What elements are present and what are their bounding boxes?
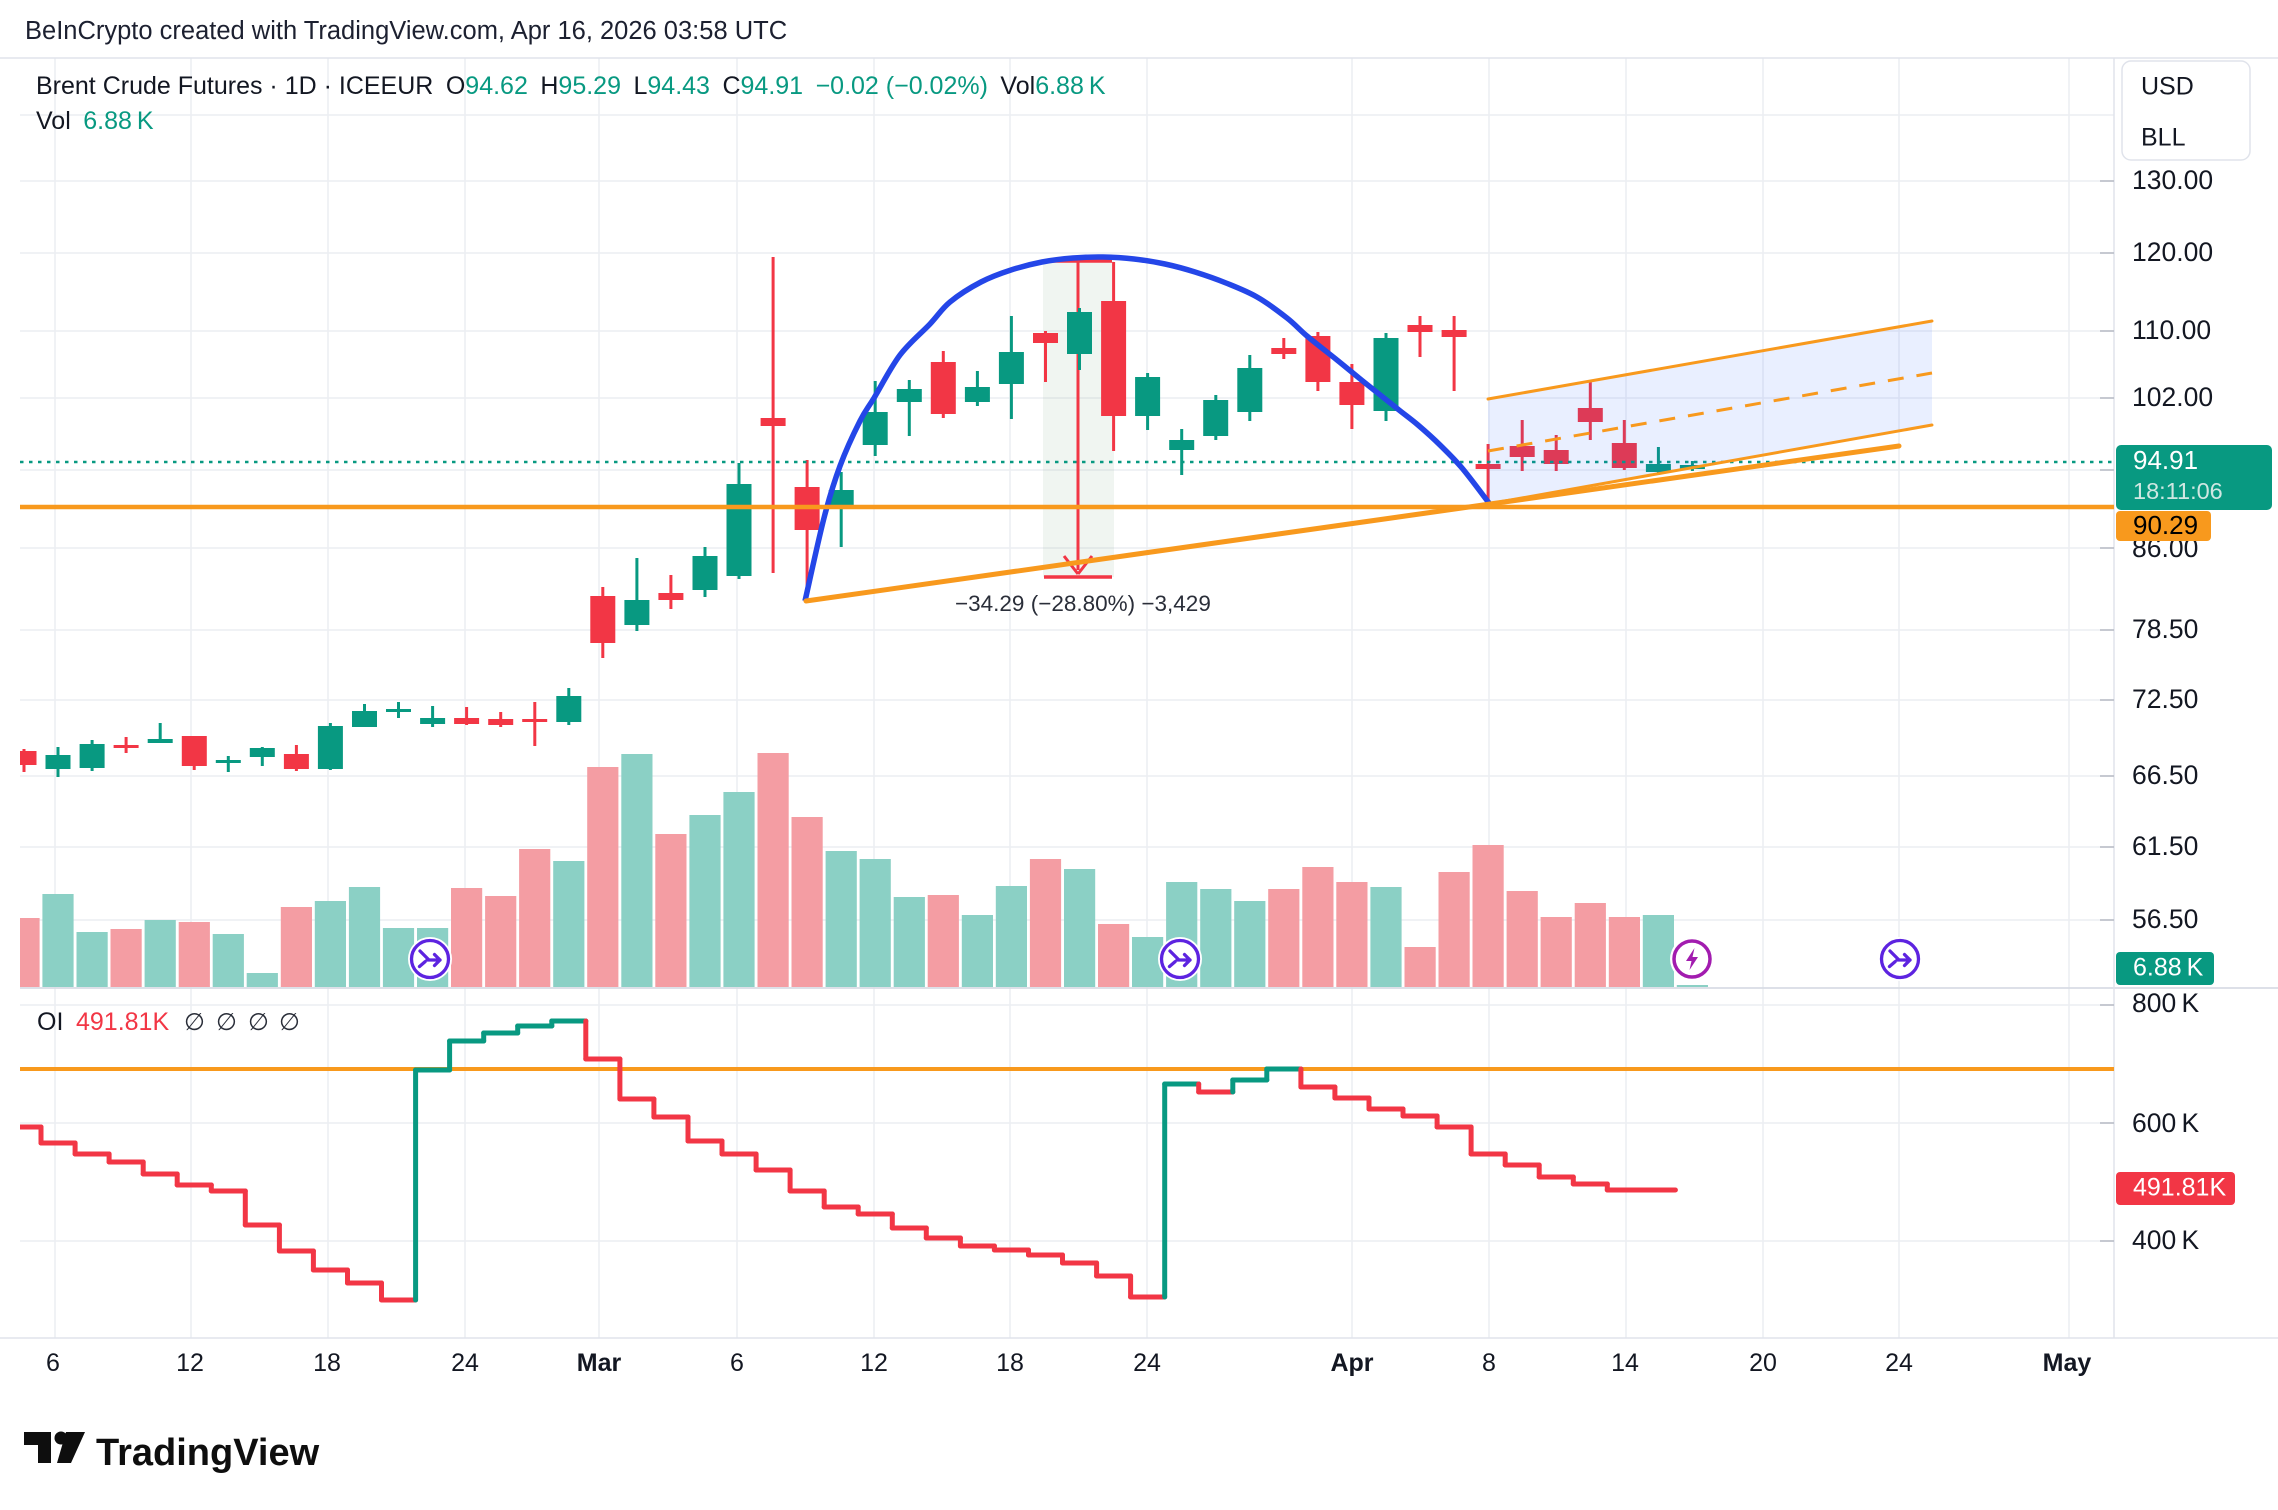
svg-text:94.91: 94.91 (2133, 445, 2198, 475)
svg-text:800 K: 800 K (2132, 988, 2200, 1018)
svg-text:TradingView: TradingView (96, 1432, 320, 1474)
svg-text:∅: ∅ (184, 1009, 205, 1036)
svg-text:14: 14 (1611, 1349, 1639, 1377)
svg-text:12: 12 (176, 1349, 204, 1377)
svg-text:18: 18 (313, 1349, 341, 1377)
svg-text:491.81K: 491.81K (76, 1008, 169, 1036)
svg-text:72.50: 72.50 (2132, 684, 2198, 714)
svg-text:∅: ∅ (248, 1009, 269, 1036)
svg-text:18: 18 (996, 1349, 1024, 1377)
svg-text:12: 12 (860, 1349, 888, 1377)
svg-text:66.50: 66.50 (2132, 760, 2198, 790)
svg-text:600 K: 600 K (2132, 1108, 2200, 1138)
svg-text:∅: ∅ (279, 1009, 300, 1036)
svg-text:491.81K: 491.81K (2133, 1174, 2226, 1202)
svg-text:130.00: 130.00 (2132, 165, 2213, 195)
svg-text:24: 24 (1133, 1349, 1161, 1377)
svg-text:BLL: BLL (2141, 124, 2186, 152)
svg-text:Mar: Mar (577, 1349, 622, 1377)
svg-text:USD: USD (2141, 73, 2194, 101)
svg-text:78.50: 78.50 (2132, 614, 2198, 644)
svg-text:Apr: Apr (1330, 1349, 1373, 1377)
svg-text:20: 20 (1749, 1349, 1777, 1377)
svg-text:May: May (2043, 1349, 2092, 1377)
svg-text:24: 24 (1885, 1349, 1913, 1377)
svg-text:400 K: 400 K (2132, 1225, 2200, 1255)
svg-text:∅: ∅ (216, 1009, 237, 1036)
svg-text:Brent Crude Futures · 1D · ICE: Brent Crude Futures · 1D · ICEEUR O94.62… (36, 72, 1106, 100)
svg-text:102.00: 102.00 (2132, 382, 2213, 412)
svg-text:61.50: 61.50 (2132, 831, 2198, 861)
svg-text:110.00: 110.00 (2132, 315, 2211, 345)
svg-text:OI: OI (37, 1008, 63, 1036)
svg-text:6.88 K: 6.88 K (2133, 954, 2204, 982)
svg-text:8: 8 (1482, 1349, 1496, 1377)
svg-text:6: 6 (730, 1349, 744, 1377)
svg-text:120.00: 120.00 (2132, 237, 2213, 267)
svg-text:−34.29 (−28.80%) −3,429: −34.29 (−28.80%) −3,429 (955, 591, 1211, 616)
svg-text:24: 24 (451, 1349, 479, 1377)
svg-text:18:11:06: 18:11:06 (2133, 478, 2223, 504)
svg-text:56.50: 56.50 (2132, 904, 2198, 934)
svg-text:90.29: 90.29 (2133, 510, 2198, 540)
svg-text:6: 6 (46, 1349, 60, 1377)
svg-text:BeInCrypto created with Tradin: BeInCrypto created with TradingView.com,… (25, 17, 787, 45)
svg-text:Vol 6.88 K: Vol 6.88 K (36, 107, 154, 135)
